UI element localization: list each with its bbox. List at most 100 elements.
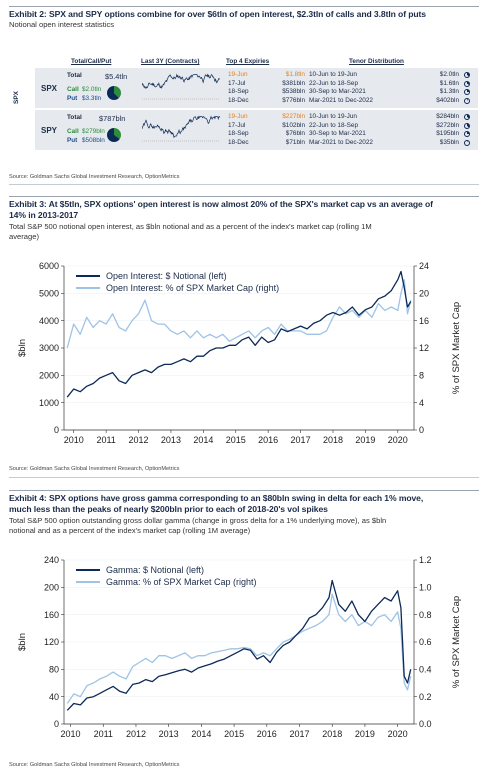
put-value: $3.3tln	[82, 95, 102, 102]
y-tick-label: 6000	[39, 261, 59, 271]
expiry-date: 18-Dec	[228, 138, 249, 146]
tenor-value: $402bln	[436, 96, 459, 104]
y-tick-label: 160	[44, 610, 59, 620]
exhibit4-rule	[9, 490, 479, 491]
y-tick-label: 2000	[39, 371, 59, 381]
x-tick-label: 2016	[257, 729, 277, 739]
divider	[9, 184, 479, 185]
divider	[9, 477, 479, 478]
expiry-value: $71bln	[285, 138, 305, 146]
y2-tick-label: 12	[419, 343, 429, 353]
y-tick-label: 120	[44, 637, 59, 647]
last-3y-sparkline	[142, 73, 220, 100]
exhibit4-source: Source: Goldman Sachs Global Investment …	[9, 762, 180, 768]
tenor-value: $272bln	[436, 121, 459, 129]
x-tick-label: 2013	[161, 435, 181, 445]
expiry-date: 18-Sep	[228, 88, 249, 96]
exhibit4-subtitle-line2: notional and as a percent of the index's…	[9, 526, 251, 535]
header-tenor: Tenor Distribution	[349, 58, 404, 65]
y2-tick-label: 0.4	[419, 665, 432, 675]
expiry-date: 19-Jun	[228, 71, 248, 78]
exhibit4-title-line1: Exhibit 4: SPX options have gross gamma …	[9, 493, 424, 503]
expiry-date: 17-Jul	[228, 121, 246, 129]
expiry-value: $227bln	[282, 113, 305, 120]
tenor-value: $1.6tln	[439, 79, 459, 87]
y-tick-label: 0	[54, 719, 59, 729]
last-3y-sparkline	[142, 115, 220, 142]
tenor-share-pie	[464, 139, 470, 146]
call-value: $279bln	[82, 128, 105, 135]
table-row	[35, 68, 478, 108]
y2-tick-label: 16	[419, 316, 429, 326]
x-tick-label: 2014	[191, 729, 211, 739]
y2-tick-label: 0.2	[419, 692, 432, 702]
exhibit2-subtitle: Notional open interest statistics	[9, 20, 115, 29]
x-tick-label: 2018	[323, 435, 343, 445]
x-tick-label: 2016	[258, 435, 278, 445]
call-put-pie-chart	[107, 128, 121, 142]
expiry-date: 19-Jun	[228, 113, 248, 120]
x-tick-label: 2012	[129, 435, 149, 445]
exhibit2-title: Exhibit 2: SPX and SPY options combine f…	[9, 9, 426, 19]
expiry-date: 18-Sep	[228, 130, 249, 138]
tenor-share-pie	[464, 131, 470, 138]
y2-tick-label: 8	[419, 371, 424, 381]
y-tick-label: 0	[54, 425, 59, 435]
legend-label: Open Interest: % of SPX Market Cap (righ…	[106, 283, 279, 293]
tenor-share-pie	[464, 122, 470, 129]
ticker-label: SPY	[41, 126, 58, 135]
expiry-value: $776bln	[282, 96, 305, 104]
y-tick-label: 4000	[39, 316, 59, 326]
open-interest-chart: 0 1000 2000 3000 4000 5000 6000 0 4 8 12 16 20 24 2010…	[17, 261, 462, 445]
y2-tick-label: 0.8	[419, 610, 432, 620]
exhibit4-title-line2: much less than the peaks of nearly $200b…	[9, 504, 328, 514]
expiry-value: $102bln	[282, 121, 305, 129]
expiry-date: 17-Jul	[228, 79, 246, 87]
x-tick-label: 2020	[388, 435, 408, 445]
x-tick-label: 2012	[126, 729, 146, 739]
tenor-value: $195bln	[436, 130, 459, 138]
y2-tick-label: 4	[419, 398, 424, 408]
tenor-range: 10-Jun to 19-Jun	[309, 71, 357, 78]
sparkline-series	[142, 73, 220, 90]
call-label: Call	[67, 128, 79, 135]
side-label: SPX	[13, 90, 20, 104]
tenor-share-pie	[464, 114, 470, 120]
exhibit3-title-line1: Exhibit 3: At $5tln, SPX options' open i…	[9, 199, 433, 209]
open-interest-table: Total/Call/Put Last 3Y (Contracts) Top 4…	[9, 34, 479, 164]
x-tick-label: 2015	[226, 435, 246, 445]
exhibit2-source: Source: Goldman Sachs Global Investment …	[9, 174, 180, 180]
header-last-3y: Last 3Y (Contracts)	[141, 58, 200, 65]
series-line	[66, 593, 412, 704]
y-axis-label: $bln	[17, 633, 28, 651]
top-rule	[9, 6, 479, 7]
exhibit3-source: Source: Goldman Sachs Global Investment …	[9, 466, 180, 472]
call-label: Call	[67, 86, 79, 93]
x-tick-label: 2010	[64, 435, 84, 445]
tenor-range: Mar-2021 to Dec-2022	[309, 96, 373, 104]
tenor-range: 30-Sep to Mar-2021	[309, 130, 366, 138]
put-label: Put	[67, 95, 78, 102]
y-tick-label: 240	[44, 555, 59, 565]
legend-label: Gamma: $ Notional (left)	[106, 565, 204, 575]
header-total-call-put: Total/Call/Put	[71, 58, 112, 65]
series-line	[66, 279, 412, 349]
y-tick-label: 5000	[39, 289, 59, 299]
y2-tick-label: 0.0	[419, 719, 432, 729]
expiry-value: $538bln	[282, 88, 305, 96]
tenor-value: $35bln	[439, 138, 459, 146]
x-tick-label: 2019	[355, 435, 375, 445]
x-tick-label: 2010	[61, 729, 81, 739]
y-tick-label: 3000	[39, 343, 59, 353]
tenor-range: 22-Jun to 18-Sep	[309, 121, 359, 129]
exhibit3-subtitle-line1: Total S&P 500 notional open interest, as…	[9, 222, 372, 231]
y2-tick-label: 1.2	[419, 555, 432, 565]
x-tick-label: 2020	[388, 729, 408, 739]
tenor-share-pie	[464, 97, 470, 104]
exhibit4-subtitle-line1: Total S&P 500 option outstanding gross d…	[9, 516, 387, 525]
series-line	[66, 270, 412, 398]
x-tick-label: 2011	[94, 729, 113, 739]
tenor-range: 10-Jun to 19-Jun	[309, 113, 357, 120]
y2-axis-label: % of SPX Market Cap	[451, 302, 462, 394]
total-value: $787bln	[99, 114, 126, 123]
